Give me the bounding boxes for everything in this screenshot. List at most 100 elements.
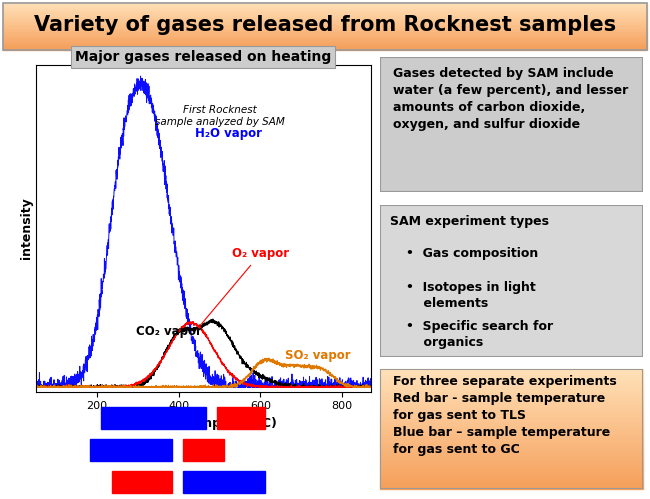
Bar (380, 399, 643, 402)
Bar (380, 411, 643, 414)
Bar (380, 444, 643, 447)
Bar (380, 393, 643, 396)
Bar (380, 438, 643, 441)
Bar (380, 414, 643, 417)
Bar (183, 439, 224, 461)
Bar (380, 474, 643, 477)
Bar (112, 471, 172, 493)
Bar (380, 450, 643, 453)
Bar (380, 468, 643, 471)
Bar (380, 453, 643, 456)
Bar (3, 44, 647, 45)
Bar (380, 471, 643, 474)
Bar (380, 477, 643, 480)
Bar (3, 33, 647, 34)
Bar (380, 405, 643, 408)
Bar (90, 439, 172, 461)
Bar (380, 378, 643, 381)
Bar (3, 14, 647, 15)
Text: •  Isotopes in light
    elements: • Isotopes in light elements (406, 281, 536, 310)
Bar (380, 420, 643, 423)
Bar (3, 12, 647, 13)
Bar (3, 48, 647, 50)
Bar (3, 19, 647, 20)
Text: SO₂ vapor: SO₂ vapor (285, 349, 350, 362)
X-axis label: sample temp (deg C): sample temp (deg C) (130, 417, 276, 430)
Bar (3, 17, 647, 18)
Bar (3, 34, 647, 35)
Bar (3, 7, 647, 8)
Bar (3, 26, 647, 27)
Bar (380, 459, 643, 462)
Bar (3, 40, 647, 41)
Text: O₂ vapor: O₂ vapor (197, 248, 289, 330)
Bar (380, 417, 643, 420)
FancyBboxPatch shape (380, 57, 643, 192)
Bar (3, 21, 647, 22)
Bar (380, 483, 643, 486)
Bar (3, 27, 647, 28)
Text: H₂O vapor: H₂O vapor (195, 127, 262, 140)
Text: CO₂ vapor: CO₂ vapor (136, 325, 202, 338)
Bar (380, 381, 643, 384)
Bar (380, 369, 643, 372)
Bar (3, 8, 647, 9)
Bar (3, 28, 647, 30)
Bar (380, 390, 643, 393)
Bar (3, 2, 647, 4)
Bar (380, 480, 643, 483)
Title: Major gases released on heating: Major gases released on heating (75, 50, 332, 64)
Text: Gases detected by SAM include
water (a few percent), and lesser
amounts of carbo: Gases detected by SAM include water (a f… (393, 67, 628, 131)
Bar (3, 22, 647, 24)
Bar (380, 426, 643, 429)
Bar (3, 31, 647, 32)
Text: SAM experiment types: SAM experiment types (390, 215, 549, 228)
Bar (3, 38, 647, 39)
Bar (3, 30, 647, 31)
Bar (3, 32, 647, 33)
Bar (380, 435, 643, 438)
Bar (380, 408, 643, 411)
Bar (380, 456, 643, 459)
Bar (3, 6, 647, 7)
Bar (3, 37, 647, 38)
Bar (380, 447, 643, 450)
Bar (183, 471, 265, 493)
Bar (3, 20, 647, 21)
Bar (3, 11, 647, 12)
Bar (380, 402, 643, 405)
Bar (3, 13, 647, 14)
Bar (3, 35, 647, 37)
Bar (3, 45, 647, 46)
Text: First Rocknest
sample analyzed by SAM: First Rocknest sample analyzed by SAM (155, 105, 285, 127)
Bar (380, 432, 643, 435)
Bar (380, 384, 643, 387)
Bar (380, 465, 643, 468)
Bar (216, 407, 265, 429)
Y-axis label: intensity: intensity (20, 198, 33, 259)
Text: •  Gas composition: • Gas composition (406, 247, 538, 260)
Bar (3, 15, 647, 17)
Bar (380, 375, 643, 378)
Bar (3, 18, 647, 19)
Bar (3, 46, 647, 47)
Bar (380, 423, 643, 426)
Bar (380, 462, 643, 465)
Bar (380, 429, 643, 432)
Bar (380, 441, 643, 444)
Bar (3, 39, 647, 40)
Bar (3, 25, 647, 26)
Bar (3, 24, 647, 25)
Text: Variety of gases released from Rocknest samples: Variety of gases released from Rocknest … (34, 15, 616, 35)
Bar (101, 407, 205, 429)
Text: •  Specific search for
    organics: • Specific search for organics (406, 320, 553, 349)
Bar (3, 5, 647, 6)
Bar (3, 43, 647, 44)
Bar (3, 47, 647, 48)
Bar (3, 41, 647, 43)
Bar (3, 9, 647, 11)
Bar (380, 486, 643, 489)
Bar (380, 372, 643, 375)
Text: For three separate experiments
Red bar - sample temperature
for gas sent to TLS
: For three separate experiments Red bar -… (393, 375, 616, 456)
Bar (3, 4, 647, 5)
